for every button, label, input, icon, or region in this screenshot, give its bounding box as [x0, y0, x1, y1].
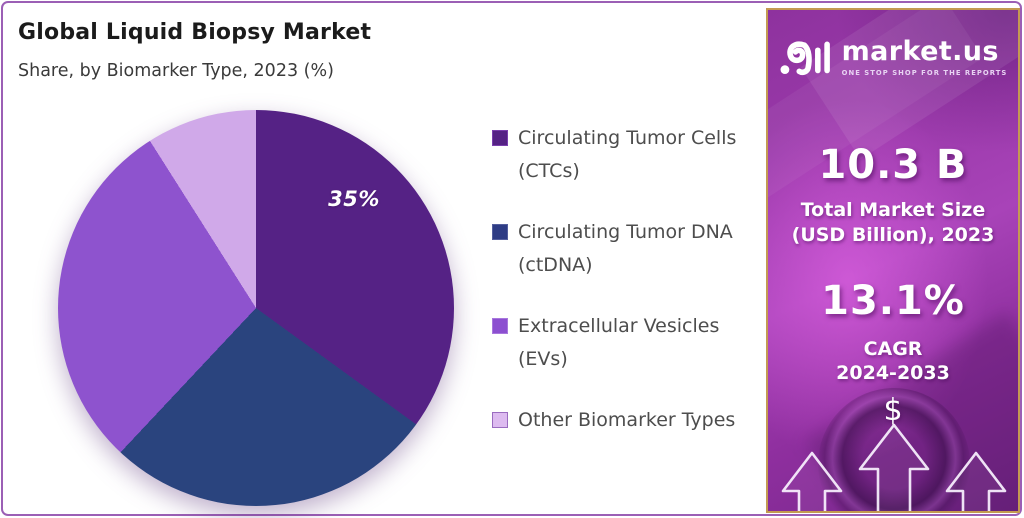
market-size-label-line1: Total Market Size [800, 199, 986, 221]
legend-swatch-ctcs [492, 130, 508, 146]
chart-legend: Circulating Tumor Cells (CTCs) Circulati… [492, 122, 736, 437]
legend-label-line: Other Biomarker Types [518, 409, 736, 431]
growth-arrows-icon [781, 423, 1007, 511]
market-size-value: 10.3 B [818, 142, 968, 188]
legend-item-evs: Extracellular Vesicles (EVs) [492, 310, 736, 376]
brand-tagline: ONE STOP SHOP FOR THE REPORTS [841, 68, 1008, 77]
pie-chart [58, 110, 454, 506]
legend-swatch-evs [492, 318, 508, 334]
legend-item-ctdna: Circulating Tumor DNA (ctDNA) [492, 216, 736, 282]
dollar-icon: $ [883, 393, 903, 428]
brand-name: market.us [841, 35, 999, 67]
legend-label-line: Circulating Tumor DNA [518, 221, 733, 243]
marketus-logo-icon [780, 41, 830, 76]
brand-text-block: market.us ONE STOP SHOP FOR THE REPORTS [842, 38, 1008, 77]
legend-label-line: (ctDNA) [518, 254, 593, 276]
slice-label-ctcs: 35% [328, 187, 380, 212]
cagr-label-line1: CAGR [863, 338, 923, 360]
brand-logo-row: market.us ONE STOP SHOP FOR THE REPORTS [768, 34, 1018, 80]
cagr-block: 13.1% CAGR 2024-2033 [768, 281, 1018, 385]
page-title: Global Liquid Biopsy Market [18, 20, 372, 45]
market-size-block: 10.3 B Total Market Size (USD Billion), … [768, 145, 1018, 248]
brand-sidebar: market.us ONE STOP SHOP FOR THE REPORTS … [766, 8, 1020, 513]
decorative-lens-circle [818, 388, 970, 511]
legend-label-line: Extracellular Vesicles [518, 315, 720, 337]
cagr-value: 13.1% [821, 278, 965, 324]
legend-label-line: (EVs) [518, 348, 568, 370]
legend-swatch-ctdna [492, 224, 508, 240]
legend-label-line: Circulating Tumor Cells [518, 127, 737, 149]
legend-label-line: (CTCs) [518, 160, 580, 182]
legend-item-other: Other Biomarker Types [492, 404, 736, 437]
legend-item-ctcs: Circulating Tumor Cells (CTCs) [492, 122, 736, 188]
page-subtitle: Share, by Biomarker Type, 2023 (%) [18, 61, 334, 81]
market-size-label-line2: (USD Billion), 2023 [791, 224, 995, 246]
cagr-label-line2: 2024-2033 [836, 362, 950, 384]
legend-swatch-other [492, 412, 508, 428]
pie-chart-area: 35% [58, 110, 454, 506]
